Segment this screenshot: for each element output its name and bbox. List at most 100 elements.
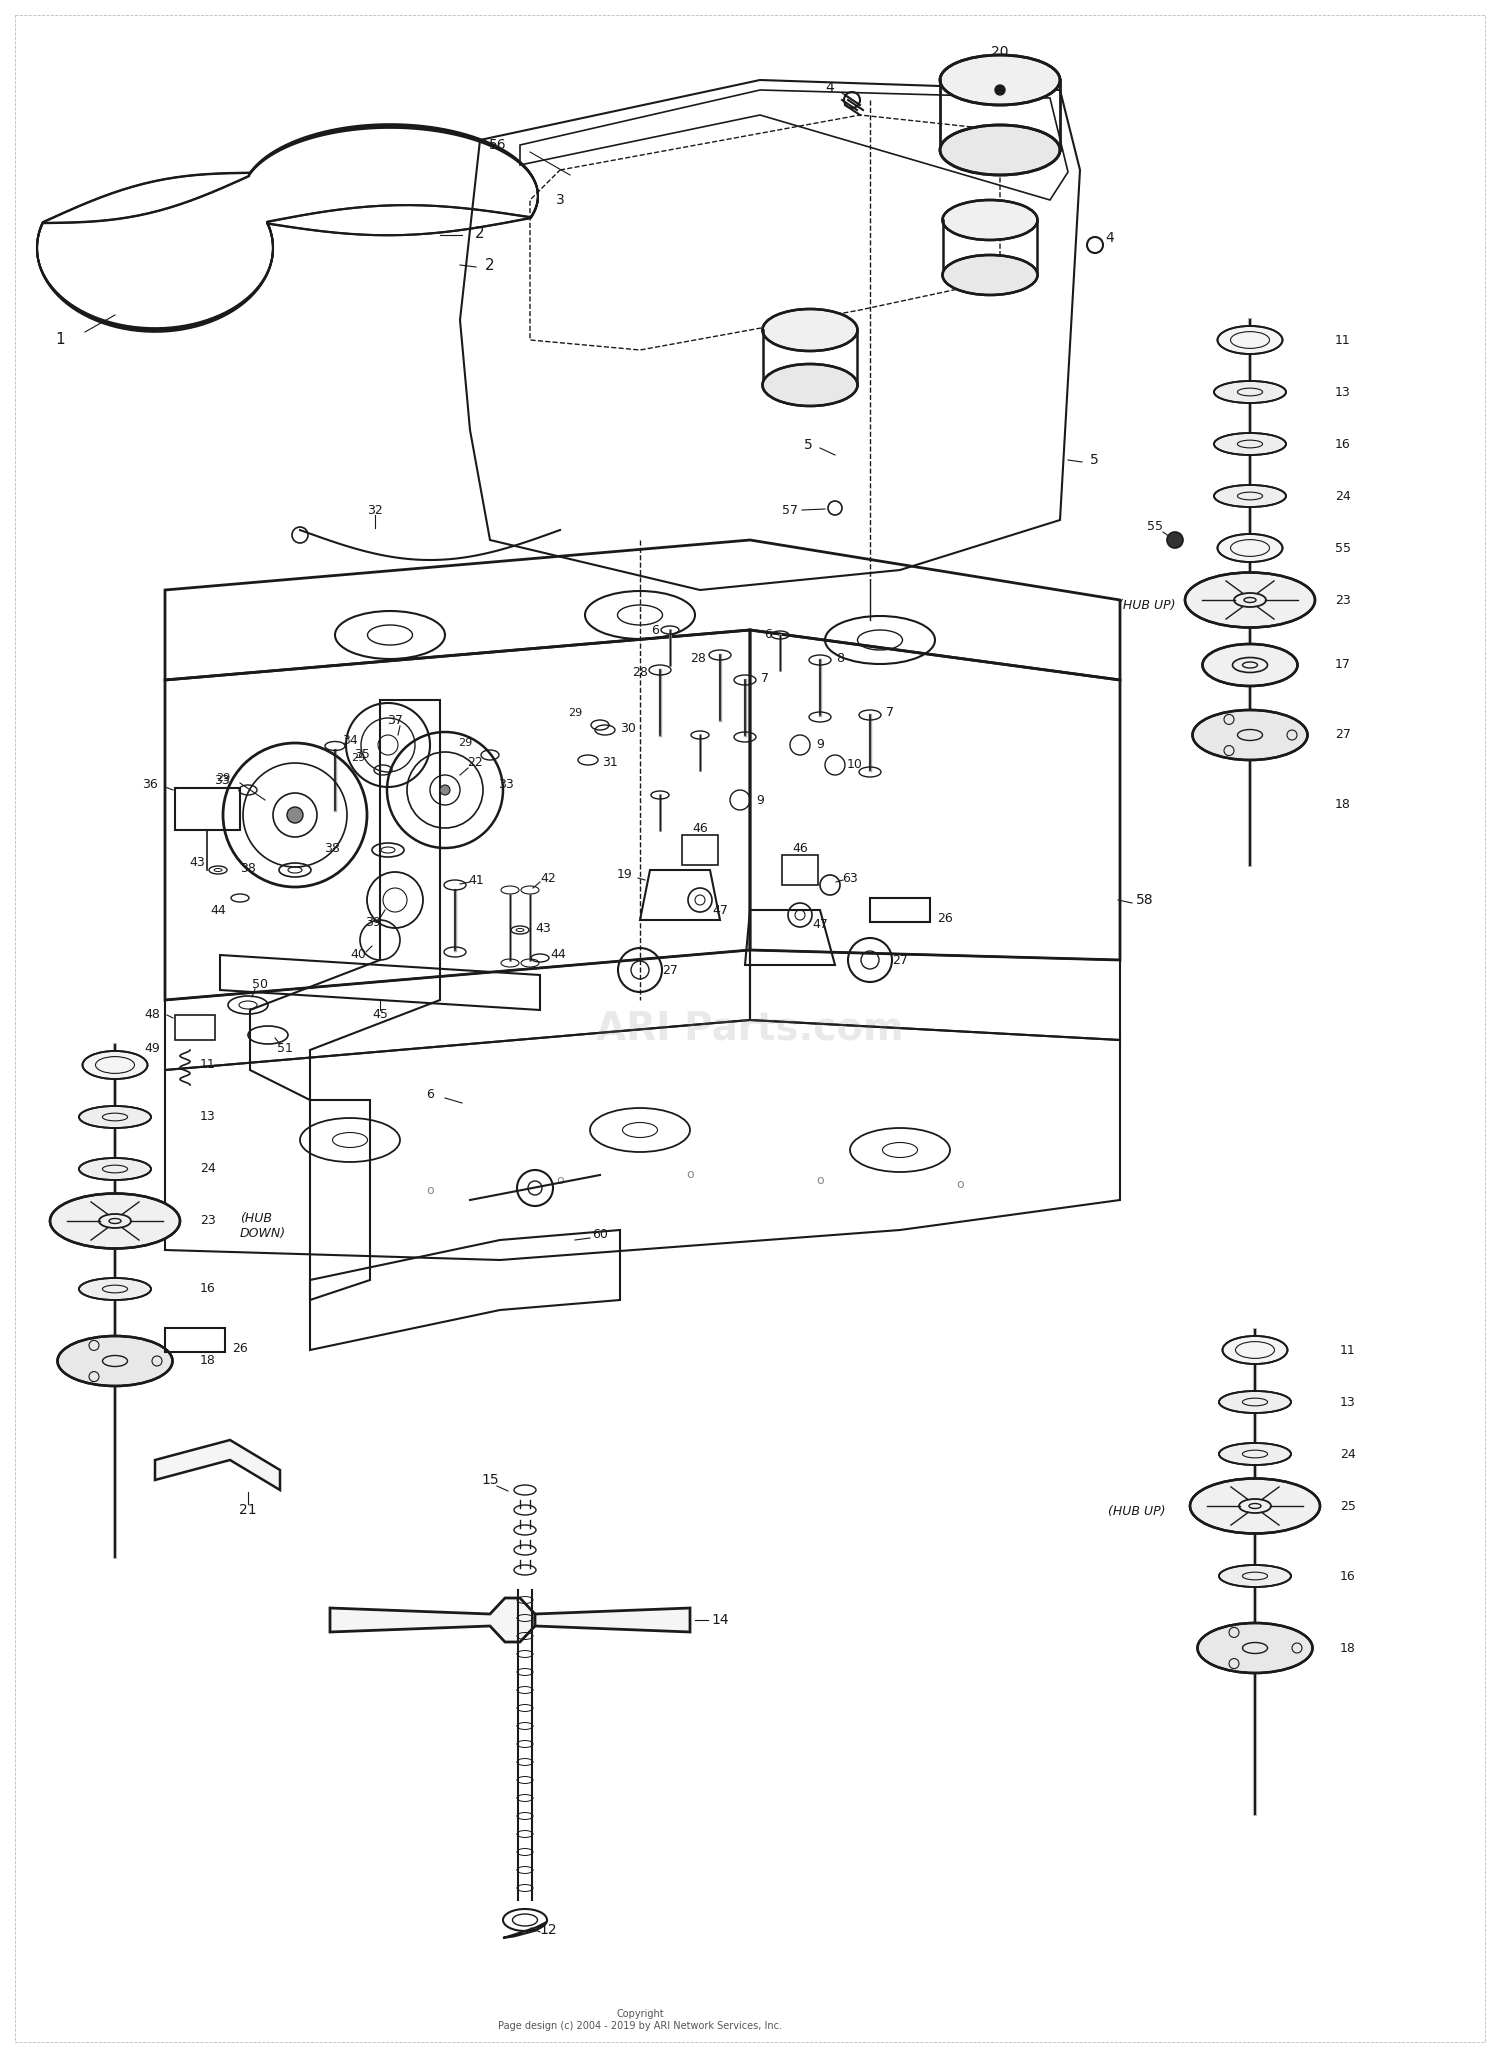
Text: 24: 24 bbox=[1335, 490, 1350, 502]
Text: 40: 40 bbox=[350, 948, 366, 961]
Text: 6: 6 bbox=[426, 1088, 433, 1100]
Ellipse shape bbox=[1192, 710, 1308, 759]
Text: 57: 57 bbox=[782, 504, 798, 516]
Text: 46: 46 bbox=[692, 821, 708, 835]
Text: 18: 18 bbox=[200, 1354, 216, 1368]
Text: 39: 39 bbox=[364, 915, 381, 928]
Text: o: o bbox=[686, 1168, 694, 1181]
Text: 5: 5 bbox=[804, 438, 813, 453]
Circle shape bbox=[440, 786, 450, 794]
Text: 27: 27 bbox=[892, 954, 908, 967]
Text: 38: 38 bbox=[240, 862, 256, 874]
Text: 29: 29 bbox=[216, 773, 229, 784]
Text: 10: 10 bbox=[847, 759, 862, 771]
Text: 7: 7 bbox=[886, 706, 894, 720]
Text: 48: 48 bbox=[144, 1008, 160, 1022]
Text: 11: 11 bbox=[200, 1059, 216, 1072]
Ellipse shape bbox=[82, 1051, 147, 1080]
Text: 6: 6 bbox=[764, 629, 772, 642]
Text: 2: 2 bbox=[476, 226, 484, 241]
Text: 6: 6 bbox=[651, 623, 658, 636]
Circle shape bbox=[994, 84, 1005, 95]
Text: 31: 31 bbox=[602, 755, 618, 769]
Ellipse shape bbox=[1220, 1391, 1292, 1413]
Text: 30: 30 bbox=[620, 722, 636, 734]
Text: 20: 20 bbox=[992, 45, 1008, 60]
Ellipse shape bbox=[942, 255, 1038, 294]
Text: (HUB UP): (HUB UP) bbox=[1107, 1504, 1166, 1518]
Text: 13: 13 bbox=[1335, 385, 1350, 399]
Ellipse shape bbox=[1214, 381, 1286, 403]
Ellipse shape bbox=[80, 1158, 152, 1181]
Ellipse shape bbox=[940, 125, 1060, 175]
Text: 29: 29 bbox=[351, 753, 364, 763]
Text: 23: 23 bbox=[200, 1214, 216, 1228]
Text: o: o bbox=[426, 1183, 433, 1197]
Ellipse shape bbox=[1203, 644, 1298, 685]
Text: 43: 43 bbox=[536, 922, 550, 934]
Text: 16: 16 bbox=[1335, 438, 1350, 450]
Text: 47: 47 bbox=[812, 919, 828, 932]
Polygon shape bbox=[536, 1609, 690, 1631]
Text: 26: 26 bbox=[938, 911, 952, 924]
Ellipse shape bbox=[940, 56, 1060, 105]
Ellipse shape bbox=[762, 364, 858, 405]
Text: 9: 9 bbox=[816, 738, 824, 751]
Text: Copyright
Page design (c) 2004 - 2019 by ARI Network Services, Inc.: Copyright Page design (c) 2004 - 2019 by… bbox=[498, 2010, 782, 2030]
Text: 25: 25 bbox=[1340, 1500, 1356, 1512]
Ellipse shape bbox=[1220, 1565, 1292, 1588]
Text: 13: 13 bbox=[200, 1111, 216, 1123]
Ellipse shape bbox=[50, 1193, 180, 1249]
Polygon shape bbox=[154, 1440, 280, 1489]
Text: 23: 23 bbox=[1335, 594, 1350, 607]
Text: 1: 1 bbox=[56, 333, 64, 348]
Text: 18: 18 bbox=[1340, 1641, 1356, 1654]
Text: 43: 43 bbox=[189, 856, 206, 870]
Text: 16: 16 bbox=[1340, 1569, 1356, 1582]
Text: 45: 45 bbox=[372, 1008, 388, 1022]
Ellipse shape bbox=[1214, 434, 1286, 455]
Text: o: o bbox=[956, 1179, 964, 1191]
Polygon shape bbox=[330, 1598, 536, 1641]
Text: 28: 28 bbox=[632, 666, 648, 679]
Ellipse shape bbox=[1185, 572, 1316, 627]
Text: 55: 55 bbox=[1148, 520, 1162, 533]
Ellipse shape bbox=[1222, 1335, 1287, 1364]
Text: o: o bbox=[556, 1172, 564, 1187]
Text: 2: 2 bbox=[484, 257, 495, 272]
Ellipse shape bbox=[1220, 1444, 1292, 1465]
Text: 17: 17 bbox=[1335, 658, 1352, 671]
Text: 33: 33 bbox=[498, 778, 514, 792]
Text: 27: 27 bbox=[1335, 728, 1352, 741]
Text: 22: 22 bbox=[466, 757, 483, 769]
Ellipse shape bbox=[762, 309, 858, 352]
Text: 24: 24 bbox=[200, 1162, 216, 1175]
Text: 50: 50 bbox=[252, 979, 268, 991]
Text: 32: 32 bbox=[368, 504, 382, 516]
Text: 35: 35 bbox=[354, 749, 370, 761]
Text: 11: 11 bbox=[1335, 333, 1350, 346]
Text: 24: 24 bbox=[1340, 1448, 1356, 1460]
Text: 41: 41 bbox=[468, 874, 484, 887]
Text: o: o bbox=[816, 1172, 824, 1187]
Text: 11: 11 bbox=[1340, 1343, 1356, 1356]
Text: 46: 46 bbox=[792, 841, 808, 854]
Text: 44: 44 bbox=[210, 903, 226, 917]
Ellipse shape bbox=[1214, 485, 1286, 506]
Text: 55: 55 bbox=[1335, 541, 1352, 555]
Text: 56: 56 bbox=[489, 138, 507, 152]
Text: 14: 14 bbox=[711, 1613, 729, 1627]
Text: (HUB
DOWN): (HUB DOWN) bbox=[240, 1212, 286, 1240]
Text: 7: 7 bbox=[760, 671, 770, 685]
Text: 29: 29 bbox=[458, 738, 472, 749]
Text: 16: 16 bbox=[200, 1282, 216, 1296]
Circle shape bbox=[1167, 533, 1184, 547]
Text: 63: 63 bbox=[842, 872, 858, 885]
Ellipse shape bbox=[80, 1277, 152, 1300]
Text: 47: 47 bbox=[712, 903, 728, 917]
Text: 5: 5 bbox=[1090, 453, 1098, 467]
Text: ARI Parts.com: ARI Parts.com bbox=[596, 1010, 904, 1047]
Ellipse shape bbox=[1197, 1623, 1312, 1672]
Text: 37: 37 bbox=[387, 714, 404, 726]
Text: 51: 51 bbox=[278, 1041, 292, 1055]
